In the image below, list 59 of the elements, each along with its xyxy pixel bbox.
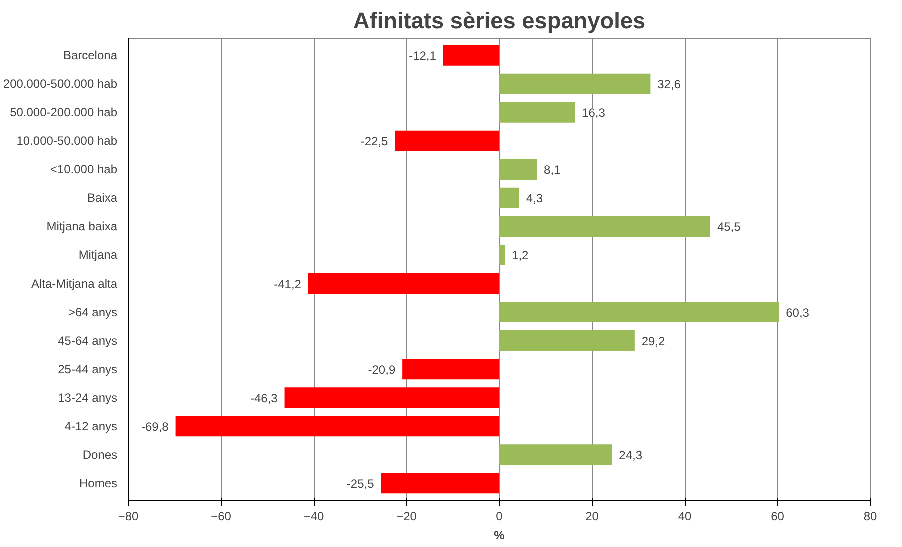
- data-label: -12,1: [409, 49, 437, 64]
- data-label: -46,3: [250, 391, 278, 406]
- bar: [500, 302, 780, 323]
- y-tick-label: Homes: [79, 476, 118, 490]
- data-label: 29,2: [642, 334, 666, 348]
- data-label: 4,3: [526, 192, 544, 206]
- y-tick-label: <10.000 hab: [50, 162, 118, 177]
- bar: [381, 473, 500, 494]
- data-label: 24,3: [619, 448, 643, 462]
- bar: [500, 216, 711, 237]
- bar: [176, 416, 500, 437]
- bar: [500, 330, 635, 352]
- bar: [500, 244, 506, 266]
- bar: [308, 273, 500, 294]
- y-tick-label: Mitjana: [78, 248, 118, 262]
- y-tick-label: 45-64 anys: [58, 334, 118, 348]
- x-axis-title: %: [494, 528, 506, 542]
- bar: [500, 444, 612, 466]
- bar: [500, 74, 651, 94]
- data-label: 1,2: [512, 248, 530, 263]
- bar: [395, 130, 500, 152]
- data-label: 45,5: [717, 220, 742, 234]
- y-tick-label: 50.000-200.000 hab: [10, 106, 118, 120]
- data-label: -25,5: [346, 476, 375, 491]
- data-label: -41,2: [274, 277, 302, 292]
- bar: [500, 159, 538, 180]
- y-tick-label: Baixa: [87, 191, 118, 206]
- data-label: 16,3: [582, 106, 606, 120]
- x-tick-label: 80: [864, 510, 878, 524]
- y-tick-label: 25-44 anys: [58, 362, 118, 376]
- data-label: -22,5: [360, 134, 389, 149]
- y-tick-label: 200.000-500.000 hab: [3, 77, 118, 92]
- y-tick-label: 10.000-50.000 hab: [16, 134, 118, 148]
- x-tick-label: −60: [211, 510, 232, 524]
- x-tick-label: 20: [586, 510, 600, 524]
- y-tick-label: Dones: [82, 448, 118, 462]
- y-tick-label: >64 anys: [68, 305, 118, 320]
- y-tick-label: 4-12 anys: [64, 419, 118, 434]
- y-tick-label: Alta-Mitjana alta: [31, 276, 118, 291]
- x-tick-label: −40: [304, 510, 325, 524]
- bar: [443, 45, 500, 66]
- x-tick-label: 0: [496, 510, 504, 524]
- data-label: 8,1: [544, 163, 562, 178]
- bar: [402, 359, 500, 380]
- y-tick-label: Mitjana baixa: [46, 220, 118, 234]
- data-label: 32,6: [658, 78, 682, 92]
- data-label: -20,9: [368, 362, 396, 377]
- y-tick-label: Barcelona: [63, 48, 118, 63]
- x-tick-label: −80: [118, 510, 140, 524]
- x-tick-label: −20: [396, 510, 418, 524]
- y-tick-label: 13-24 anys: [58, 390, 118, 405]
- x-tick-label: 60: [771, 510, 785, 524]
- data-label: -69,8: [141, 420, 170, 434]
- x-tick-label: 40: [678, 510, 692, 524]
- bar: [500, 188, 520, 208]
- data-label: 60,3: [786, 306, 810, 320]
- bar: [284, 388, 500, 408]
- bar: [500, 102, 576, 123]
- chart-title: Afinitats sèries espanyoles: [353, 8, 646, 34]
